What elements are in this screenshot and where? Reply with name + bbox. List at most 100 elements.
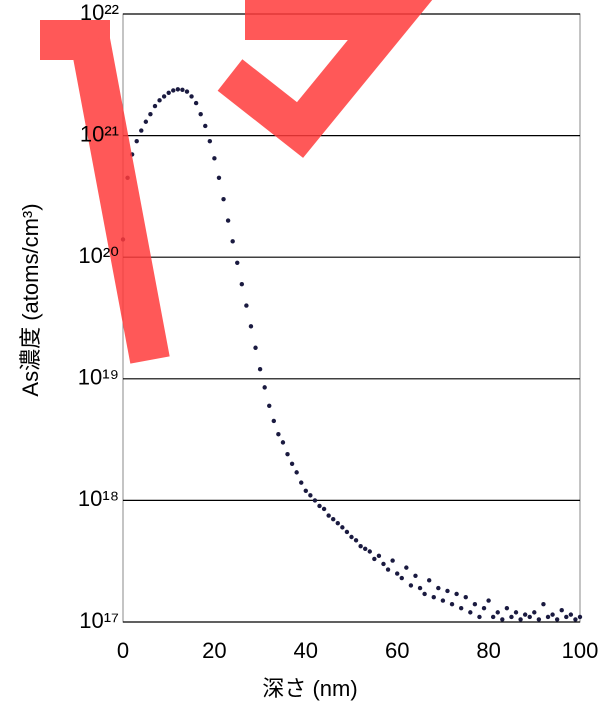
data-point (198, 112, 202, 116)
data-point (340, 525, 344, 529)
x-tick-label: 60 (385, 638, 409, 663)
x-tick-label: 100 (562, 638, 599, 663)
data-point (144, 120, 148, 124)
data-point (578, 615, 582, 619)
data-point (518, 617, 522, 621)
data-point (322, 507, 326, 511)
data-point (290, 462, 294, 466)
data-point (267, 404, 271, 408)
data-point (285, 452, 289, 456)
data-point (573, 617, 577, 621)
data-point (326, 513, 330, 517)
data-point (331, 517, 335, 521)
data-point (354, 538, 358, 542)
data-point (372, 557, 376, 561)
data-point (427, 578, 431, 582)
data-point (221, 197, 225, 201)
data-point (377, 554, 381, 558)
page: 深さ (nm) As濃度 (atoms/cm³) 10¹⁷10¹⁸10¹⁹10²… (0, 0, 609, 708)
data-point (514, 610, 518, 614)
data-point (386, 567, 390, 571)
data-point (345, 530, 349, 534)
data-point (390, 558, 394, 562)
data-point (569, 612, 573, 616)
data-point (135, 139, 139, 143)
data-point (432, 595, 436, 599)
data-point (249, 324, 253, 328)
data-point (244, 303, 248, 307)
data-point (217, 176, 221, 180)
data-point (189, 94, 193, 98)
watermark (40, 20, 390, 360)
data-point (162, 94, 166, 98)
x-tick-label: 0 (117, 638, 129, 663)
x-axis-label: 深さ (nm) (262, 676, 357, 701)
data-point (564, 615, 568, 619)
data-point (528, 615, 532, 619)
data-point (459, 606, 463, 610)
x-tick-label: 20 (202, 638, 226, 663)
data-point (226, 218, 230, 222)
y-axis-label: As濃度 (atoms/cm³) (18, 203, 43, 396)
data-point (313, 498, 317, 502)
data-point (468, 610, 472, 614)
data-point (308, 493, 312, 497)
y-tick-label: 10²¹ (80, 121, 119, 146)
data-point (358, 544, 362, 548)
data-point (171, 88, 175, 92)
data-point (208, 139, 212, 143)
y-tick-label: 10¹⁹ (78, 365, 119, 390)
data-point (491, 615, 495, 619)
data-point (349, 535, 353, 539)
data-point (486, 598, 490, 602)
data-point (299, 480, 303, 484)
data-point (560, 608, 564, 612)
data-point (363, 547, 367, 551)
data-point (148, 112, 152, 116)
data-point (404, 565, 408, 569)
y-tick-label: 10¹⁸ (78, 486, 119, 511)
data-point (395, 571, 399, 575)
data-point (212, 156, 216, 160)
data-point (253, 346, 257, 350)
data-point (482, 606, 486, 610)
data-point (546, 615, 550, 619)
data-point (180, 88, 184, 92)
data-point (262, 385, 266, 389)
data-point (496, 610, 500, 614)
watermark-stroke (230, 20, 390, 130)
data-point (422, 592, 426, 596)
data-point (240, 282, 244, 286)
data-point (541, 602, 545, 606)
data-point (272, 419, 276, 423)
data-point (317, 504, 321, 508)
data-point (176, 87, 180, 91)
data-point (413, 574, 417, 578)
y-tick-label: 10²² (80, 0, 119, 25)
data-point (185, 89, 189, 93)
data-point (400, 576, 404, 580)
data-point (409, 583, 413, 587)
data-point (464, 595, 468, 599)
data-point (381, 562, 385, 566)
watermark-stroke (90, 40, 150, 360)
x-tick-label: 80 (476, 638, 500, 663)
data-point (139, 128, 143, 132)
data-point (194, 101, 198, 105)
data-point (294, 470, 298, 474)
data-point (203, 124, 207, 128)
data-point (441, 598, 445, 602)
data-point (454, 592, 458, 596)
data-point (555, 617, 559, 621)
data-point (509, 615, 513, 619)
data-point (450, 602, 454, 606)
data-point (157, 98, 161, 102)
data-point (235, 261, 239, 265)
data-point (281, 440, 285, 444)
data-point (258, 367, 262, 371)
data-point (505, 606, 509, 610)
data-point (368, 549, 372, 553)
plot-area (121, 14, 582, 622)
data-point (537, 617, 541, 621)
chart: 深さ (nm) As濃度 (atoms/cm³) 10¹⁷10¹⁸10¹⁹10²… (0, 0, 609, 708)
